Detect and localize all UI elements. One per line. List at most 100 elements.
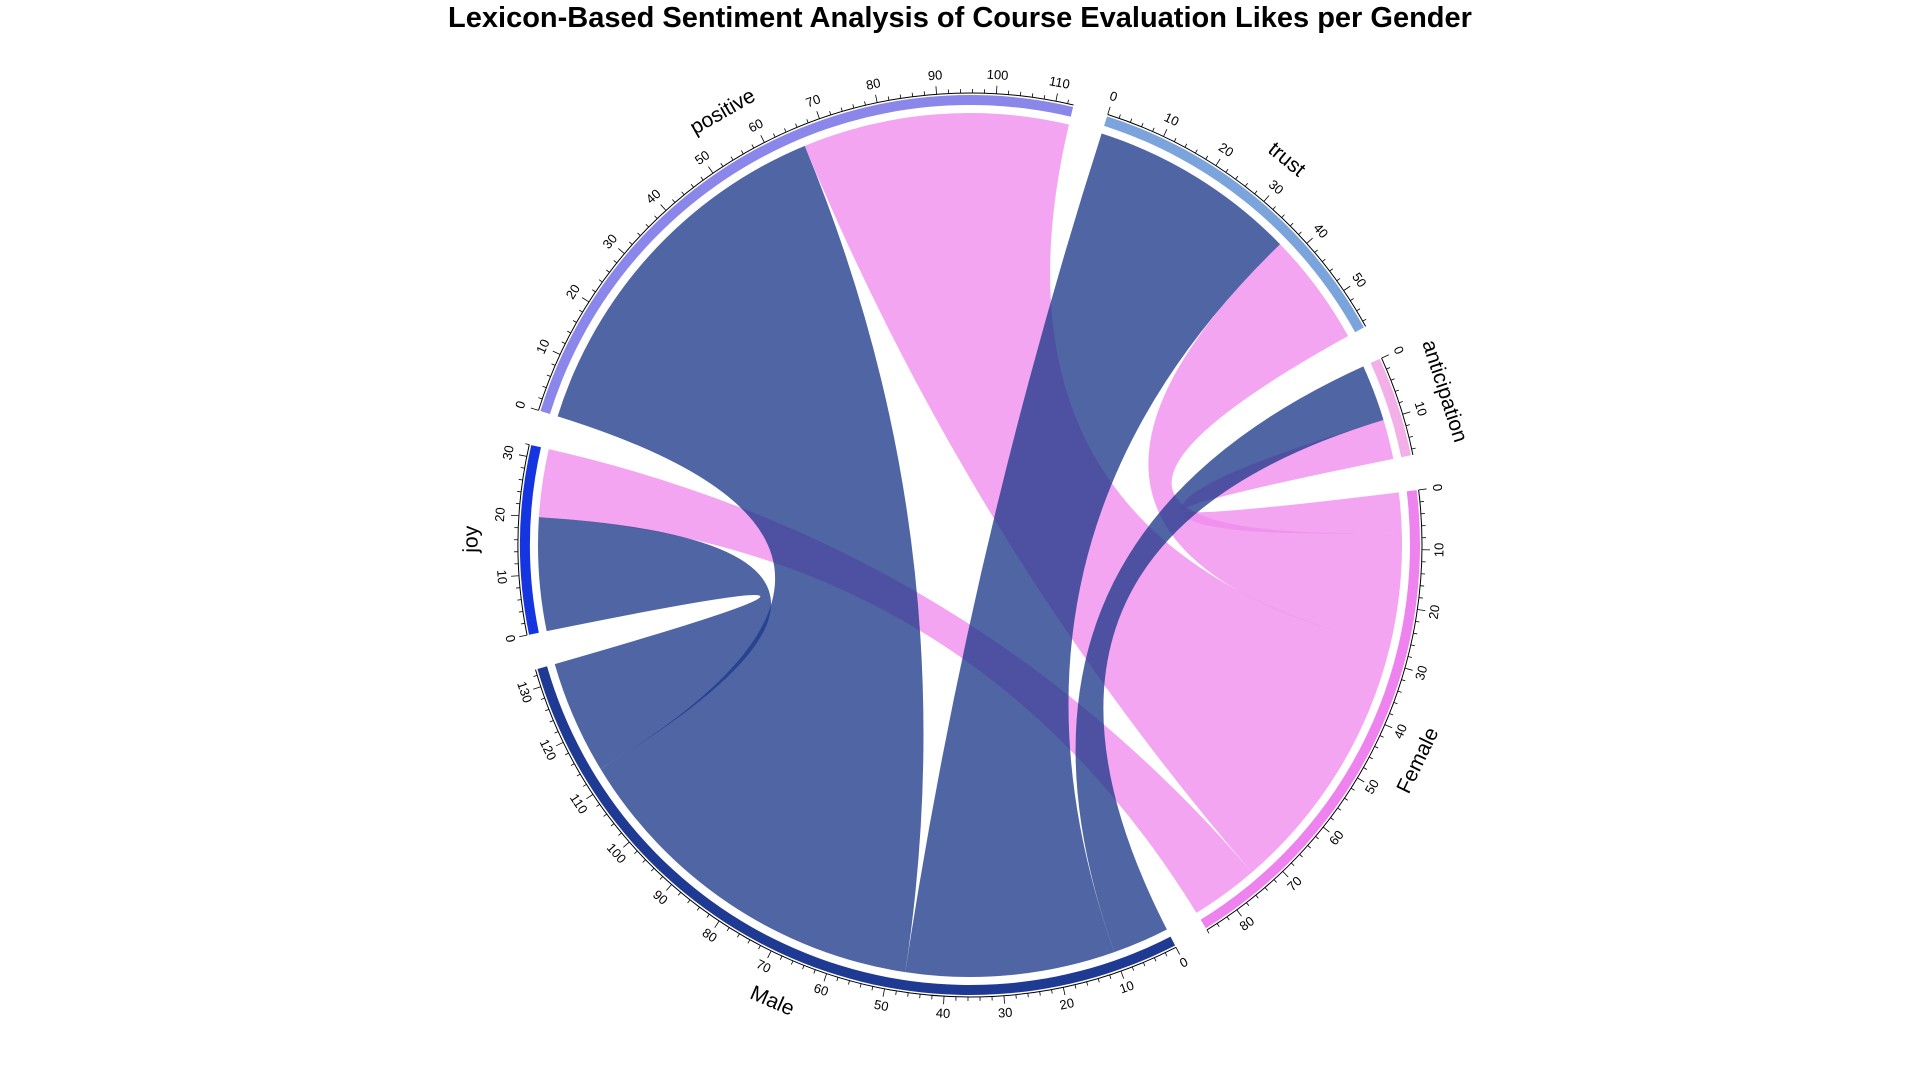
tick-major <box>533 686 541 690</box>
sector-label-joy: joy <box>459 525 482 554</box>
tick-minor <box>681 191 685 196</box>
tick-minor <box>751 144 755 149</box>
tick-major <box>1343 285 1351 291</box>
tick-minor <box>1299 853 1303 858</box>
tick-minor <box>1291 862 1295 867</box>
tick-major <box>555 741 564 747</box>
tick-major <box>1107 106 1111 115</box>
tick-minor <box>1164 952 1168 957</box>
tick-minor <box>687 899 691 904</box>
tick-minor <box>1039 991 1041 996</box>
tick-minor <box>1407 656 1412 658</box>
tick-minor <box>1390 378 1395 381</box>
tick-minor <box>1184 143 1188 148</box>
tick-label: 0 <box>1108 88 1119 104</box>
tick-minor <box>806 119 809 124</box>
tick-minor <box>1410 644 1415 647</box>
tick-label: 10 <box>1162 109 1181 129</box>
tick-minor <box>690 183 694 188</box>
tick-label: 60 <box>746 116 766 136</box>
tick-minor <box>773 133 776 138</box>
tick-label: 50 <box>1362 777 1382 797</box>
tick-minor <box>1336 278 1341 282</box>
tick-minor <box>1379 735 1384 738</box>
tick-minor <box>848 980 850 985</box>
tick-label: 0 <box>512 399 528 410</box>
tick-major <box>623 841 630 848</box>
tick-minor <box>1043 95 1046 100</box>
tick-label: 70 <box>804 91 823 110</box>
chart-title: Lexicon-Based Sentiment Analysis of Cour… <box>448 2 1472 34</box>
tick-label: 0 <box>1391 344 1408 357</box>
tick-minor <box>1246 902 1250 907</box>
chord-female-anticipation <box>1181 419 1402 534</box>
tick-major <box>760 135 765 143</box>
tick-label: 20 <box>492 507 508 522</box>
tick-minor <box>645 223 649 228</box>
tick-minor <box>654 215 658 219</box>
tick-minor <box>737 933 740 938</box>
tick-label: 10 <box>1117 978 1136 997</box>
tick-minor <box>1398 401 1403 404</box>
tick-minor <box>1216 923 1220 928</box>
tick-major <box>1003 995 1005 1004</box>
tick-minor <box>720 162 724 167</box>
tick-label: 0 <box>1430 483 1446 492</box>
tick-minor <box>1321 258 1326 263</box>
tick-label: 40 <box>935 1005 950 1021</box>
tick-minor <box>1386 367 1391 370</box>
tick-minor <box>1329 268 1334 272</box>
tick-minor <box>779 955 783 960</box>
tick-minor <box>1307 845 1311 849</box>
tick-label: 90 <box>650 887 671 908</box>
tick-major <box>1282 871 1289 878</box>
tick-major <box>875 94 878 103</box>
tick-minor <box>634 850 638 855</box>
tick-minor <box>1254 190 1258 195</box>
tick-minor <box>540 697 545 700</box>
tick-label: 80 <box>865 75 882 93</box>
tick-minor <box>1173 138 1177 142</box>
tick-minor <box>1315 836 1319 840</box>
tick-label: 0 <box>502 633 518 643</box>
tick-minor <box>561 341 566 345</box>
tick-minor <box>606 269 610 273</box>
tick-minor <box>1397 690 1402 693</box>
tick-major <box>708 166 714 174</box>
tick-minor <box>1411 447 1416 450</box>
tick-minor <box>1350 787 1355 791</box>
chord-female-joy <box>538 449 1252 913</box>
tick-minor <box>852 104 855 109</box>
tick-label: 50 <box>692 147 712 168</box>
tick-major <box>767 950 772 959</box>
tick-major <box>511 575 520 577</box>
tick-minor <box>554 731 559 734</box>
tick-minor <box>1051 989 1053 994</box>
track-male <box>537 666 1176 995</box>
tick-label: 110 <box>567 791 591 817</box>
tick-label: 50 <box>873 997 890 1014</box>
tick-minor <box>570 763 575 766</box>
sector-label-anticipation: anticipation <box>1417 337 1472 445</box>
tick-minor <box>677 892 682 896</box>
tick-major <box>1404 667 1413 671</box>
axis-female <box>1206 489 1423 931</box>
sector-label-positive: positive <box>686 84 759 139</box>
tick-minor <box>1131 966 1135 971</box>
tick-label: 10 <box>494 569 510 584</box>
tick-label: 20 <box>563 282 583 302</box>
tick-label: 40 <box>1391 722 1411 741</box>
tick-minor <box>1244 183 1248 187</box>
tick-minor <box>1298 231 1302 235</box>
tick-minor <box>578 309 583 313</box>
chord-female-trust <box>1148 244 1402 647</box>
tick-label: 60 <box>812 980 830 999</box>
tick-label: 30 <box>1266 177 1287 198</box>
tick-minor <box>907 992 909 997</box>
tick-minor <box>1235 175 1239 180</box>
tick-minor <box>1264 887 1268 891</box>
tick-minor <box>618 832 622 836</box>
tick-minor <box>911 92 914 97</box>
tick-minor <box>610 823 615 827</box>
tick-minor <box>1289 222 1294 227</box>
